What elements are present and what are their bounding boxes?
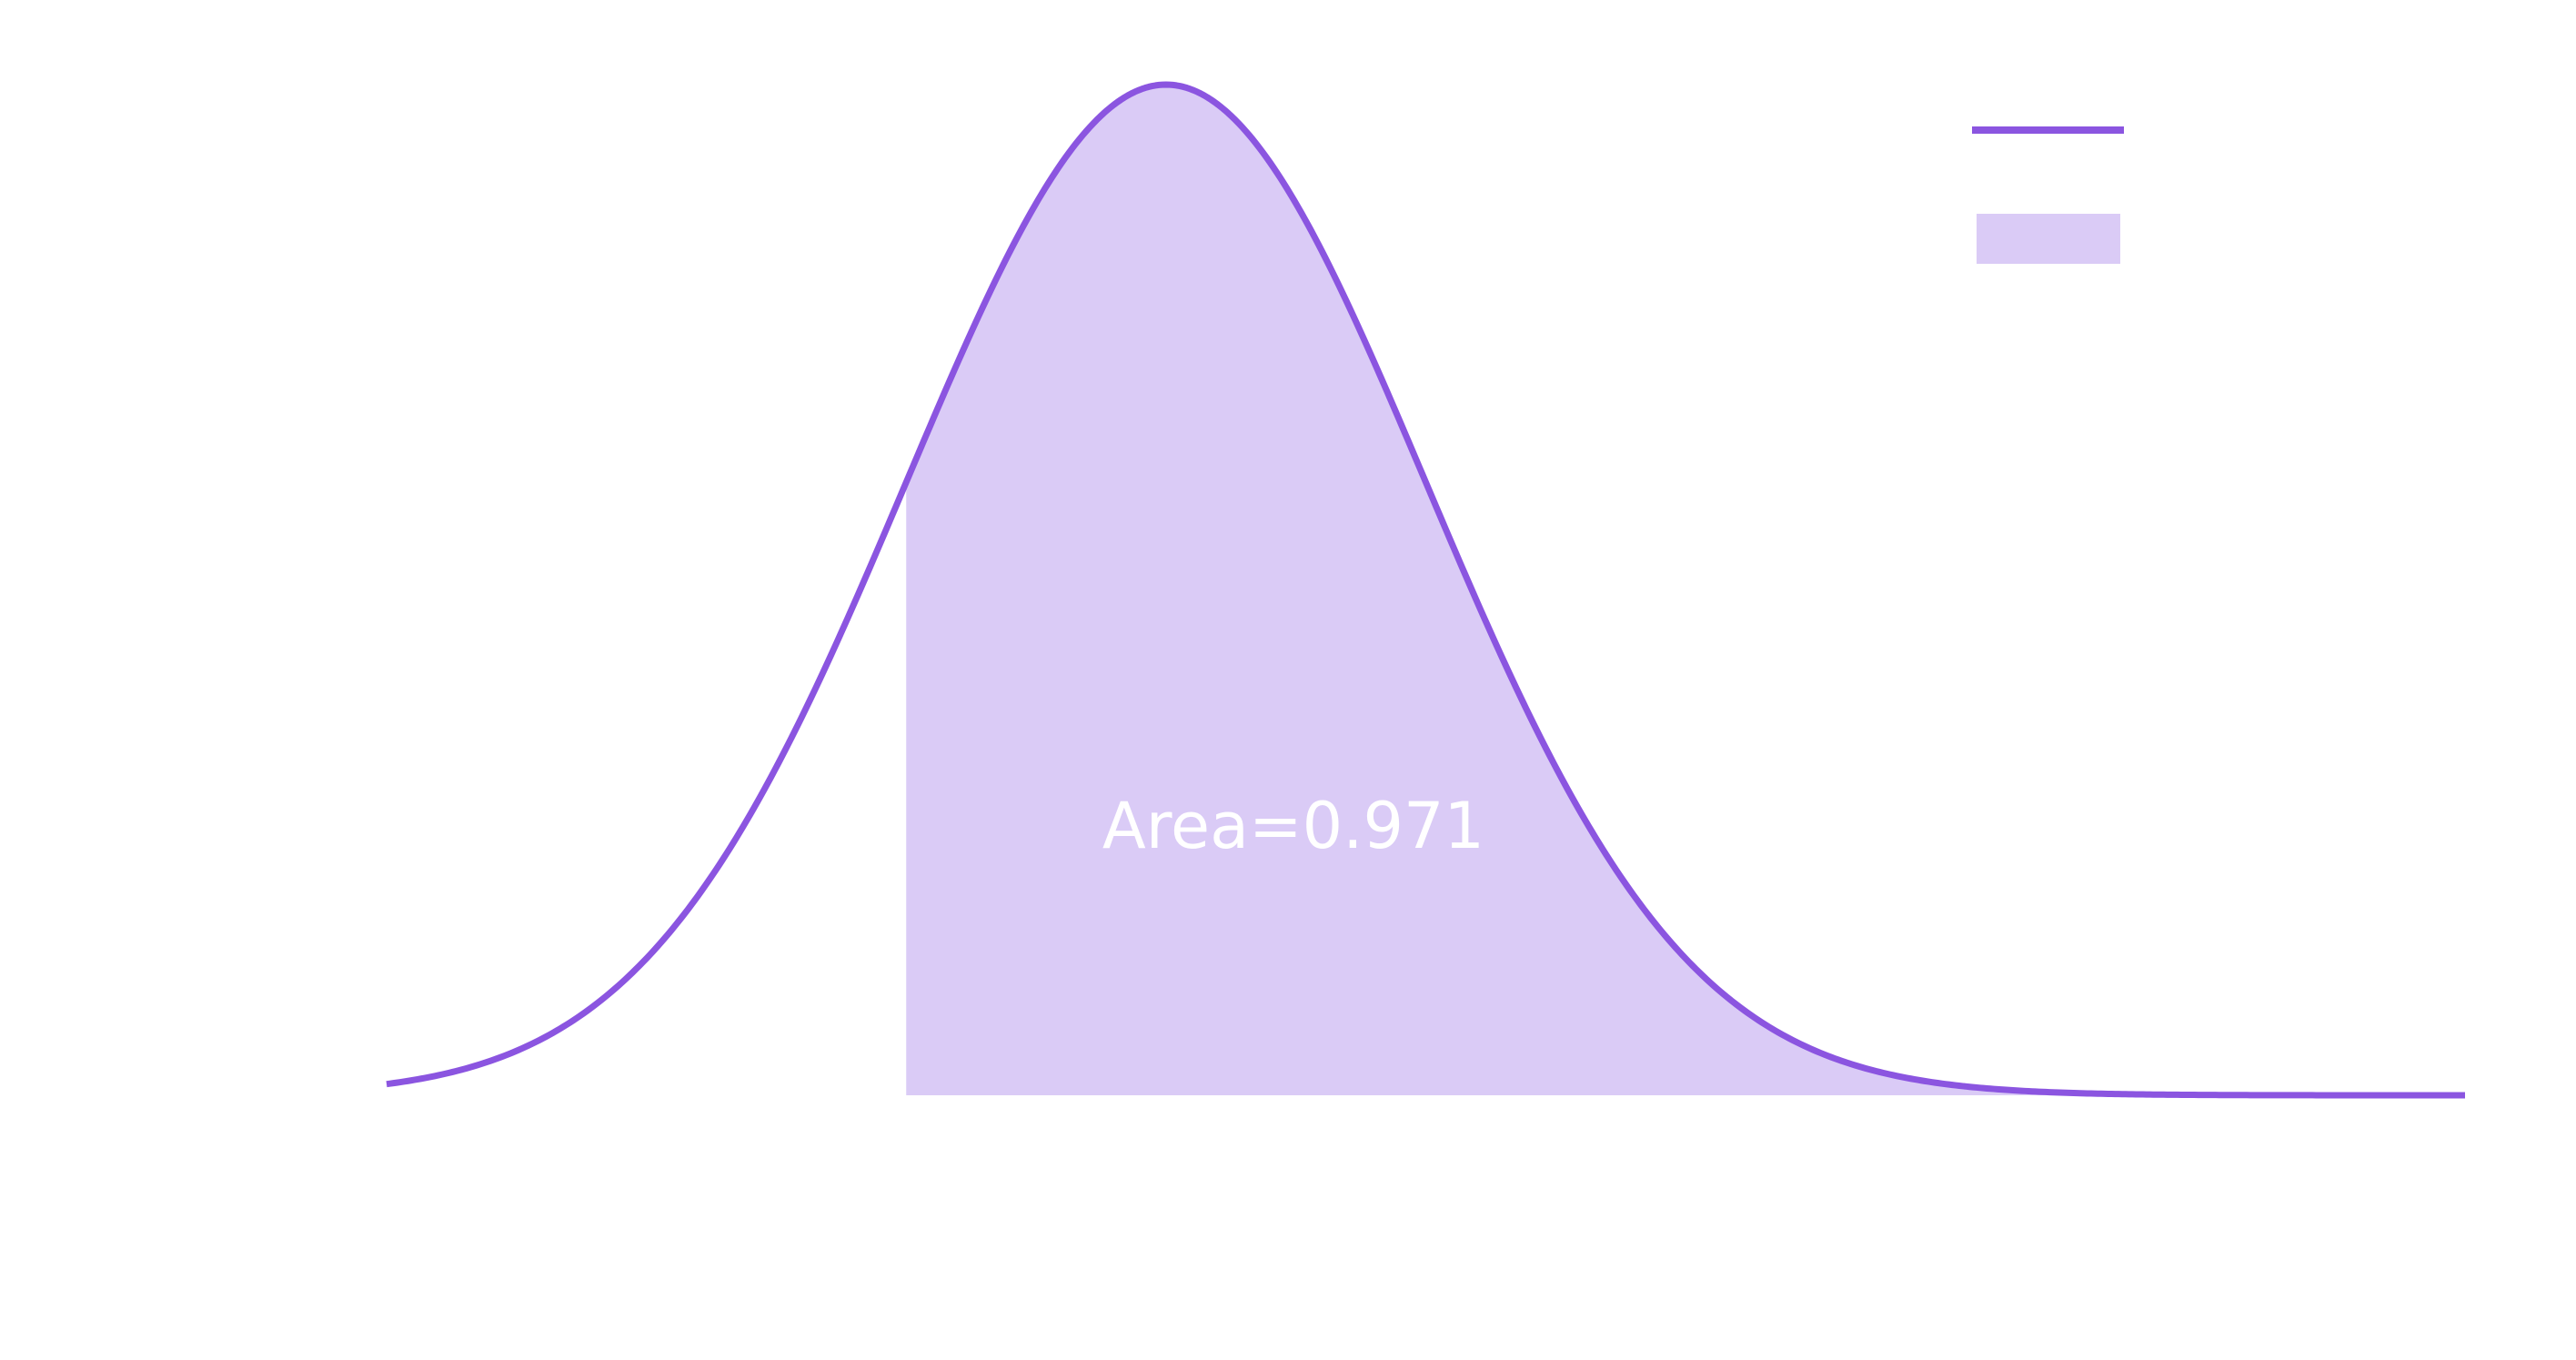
density-curve <box>386 81 2465 1099</box>
area-annotation: Area=0.971 <box>1102 789 1484 863</box>
shaded-area <box>906 85 2206 1095</box>
legend-fill-swatch <box>1977 214 2120 264</box>
